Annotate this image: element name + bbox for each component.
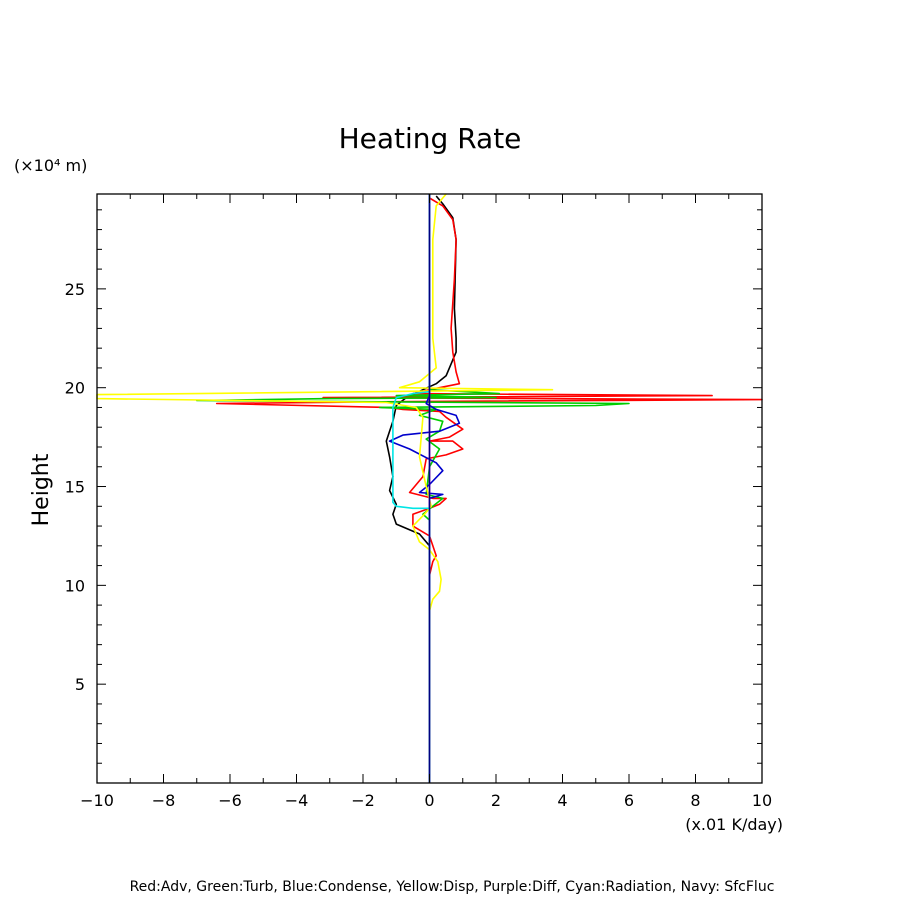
x-tick-label: 10: [752, 791, 772, 810]
x-tick-label: 4: [557, 791, 567, 810]
series-line-2: [196, 194, 630, 783]
x-tick-label: −4: [285, 791, 309, 810]
x-tick-label: −8: [152, 791, 176, 810]
series-line-3: [388, 194, 461, 783]
series-layer: [96, 193, 763, 783]
series-line-0: [385, 195, 457, 783]
x-tick-label: −6: [218, 791, 242, 810]
x-tick-label: −2: [351, 791, 375, 810]
x-tick-label: 8: [690, 791, 700, 810]
y-tick-label: 20: [65, 379, 85, 398]
chart-title: Heating Rate: [339, 122, 522, 155]
series-line-6: [392, 194, 431, 783]
legend-caption: Red:Adv, Green:Turb, Blue:Condense, Yell…: [130, 879, 775, 895]
x-tick-label: 2: [491, 791, 501, 810]
y-tick-label: 25: [65, 280, 85, 299]
x-tick-label: 0: [424, 791, 434, 810]
y-tick-label: 15: [65, 478, 85, 497]
x-axis-unit: (x.01 K/day): [685, 815, 783, 834]
y-tick-label: 5: [75, 675, 85, 694]
x-tick-label: 6: [624, 791, 634, 810]
y-axis-label: Height: [29, 453, 54, 526]
y-tick-label: 10: [65, 576, 85, 595]
series-line-4: [96, 193, 554, 783]
axes-layer: −10 −8 −6 −4 −2 0 2 4 6 8 10 5 10 15 20 25: [65, 193, 772, 810]
y-axis-unit: (×10⁴ m): [14, 156, 87, 175]
x-tick-label: −10: [80, 791, 114, 810]
series-line-1: [215, 197, 763, 783]
